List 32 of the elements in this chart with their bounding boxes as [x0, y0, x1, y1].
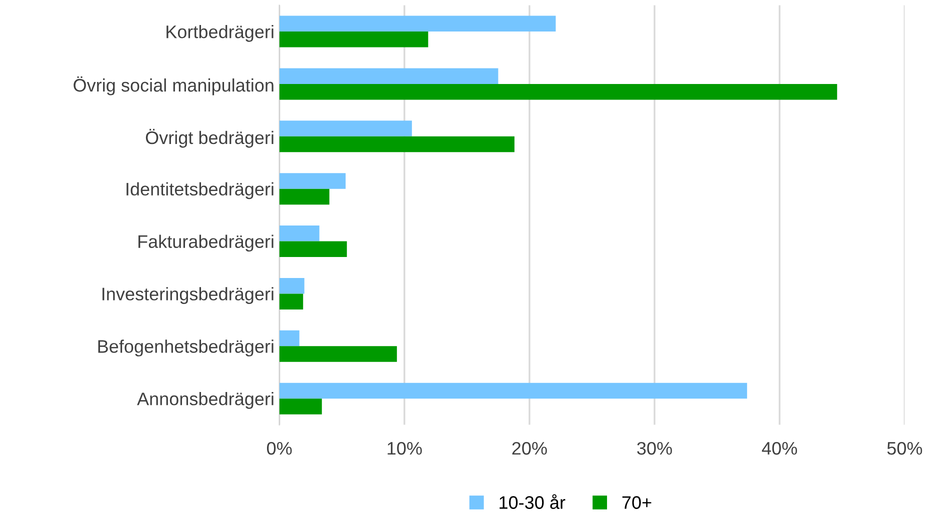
bar	[279, 226, 320, 242]
y-tick-label: Identitetsbedrägeri	[126, 182, 274, 200]
legend-label: 10-30 år	[500, 494, 566, 509]
y-tick-label: Investeringsbedrägeri	[102, 287, 274, 304]
bar	[279, 16, 556, 32]
bar	[279, 32, 428, 48]
bar	[279, 68, 498, 84]
bar	[279, 188, 330, 205]
bar	[279, 278, 304, 294]
x-tick-label: 10%	[388, 442, 422, 455]
bar	[279, 382, 748, 399]
x-tick-label: 40%	[762, 442, 798, 455]
x-tick-label: 0%	[267, 442, 292, 455]
bar	[279, 136, 514, 152]
y-tick-label: Annonsbedrägeri	[137, 392, 274, 409]
y-tick-label: Kortbedrägeri	[166, 24, 274, 42]
y-tick-label: Övrig social manipulation	[74, 76, 274, 96]
bar	[279, 241, 347, 258]
y-tick-label: Befogenhetsbedrägeri	[98, 340, 274, 356]
x-tick-label: 30%	[637, 442, 672, 455]
x-tick-label: 20%	[512, 442, 547, 455]
bar	[279, 84, 838, 100]
x-tick-label: 50%	[887, 442, 922, 455]
bar	[279, 346, 397, 362]
bar	[279, 330, 300, 346]
bar	[279, 398, 322, 414]
y-tick-label: Övrigt bedrägeri	[146, 128, 274, 148]
bar	[279, 173, 346, 189]
legend-label: 70+	[622, 496, 652, 509]
bar	[279, 120, 412, 136]
bar	[279, 294, 304, 310]
y-tick-label: Fakturabedrägeri	[138, 234, 274, 252]
